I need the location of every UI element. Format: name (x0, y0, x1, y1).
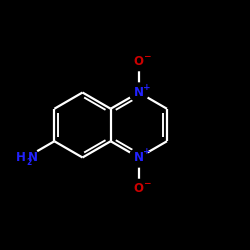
Text: H: H (16, 151, 26, 164)
Text: +: + (143, 148, 150, 156)
Text: +: + (143, 82, 150, 92)
Text: −: − (143, 179, 151, 188)
Text: −: − (143, 52, 151, 61)
Text: N: N (28, 151, 38, 164)
Circle shape (129, 148, 148, 167)
Text: N: N (134, 86, 144, 99)
Circle shape (14, 146, 38, 170)
Circle shape (129, 83, 148, 102)
Text: 2: 2 (26, 158, 31, 167)
Text: N: N (134, 151, 144, 164)
Text: O: O (134, 182, 144, 195)
Circle shape (130, 52, 148, 70)
Circle shape (130, 180, 148, 198)
Text: O: O (134, 55, 144, 68)
